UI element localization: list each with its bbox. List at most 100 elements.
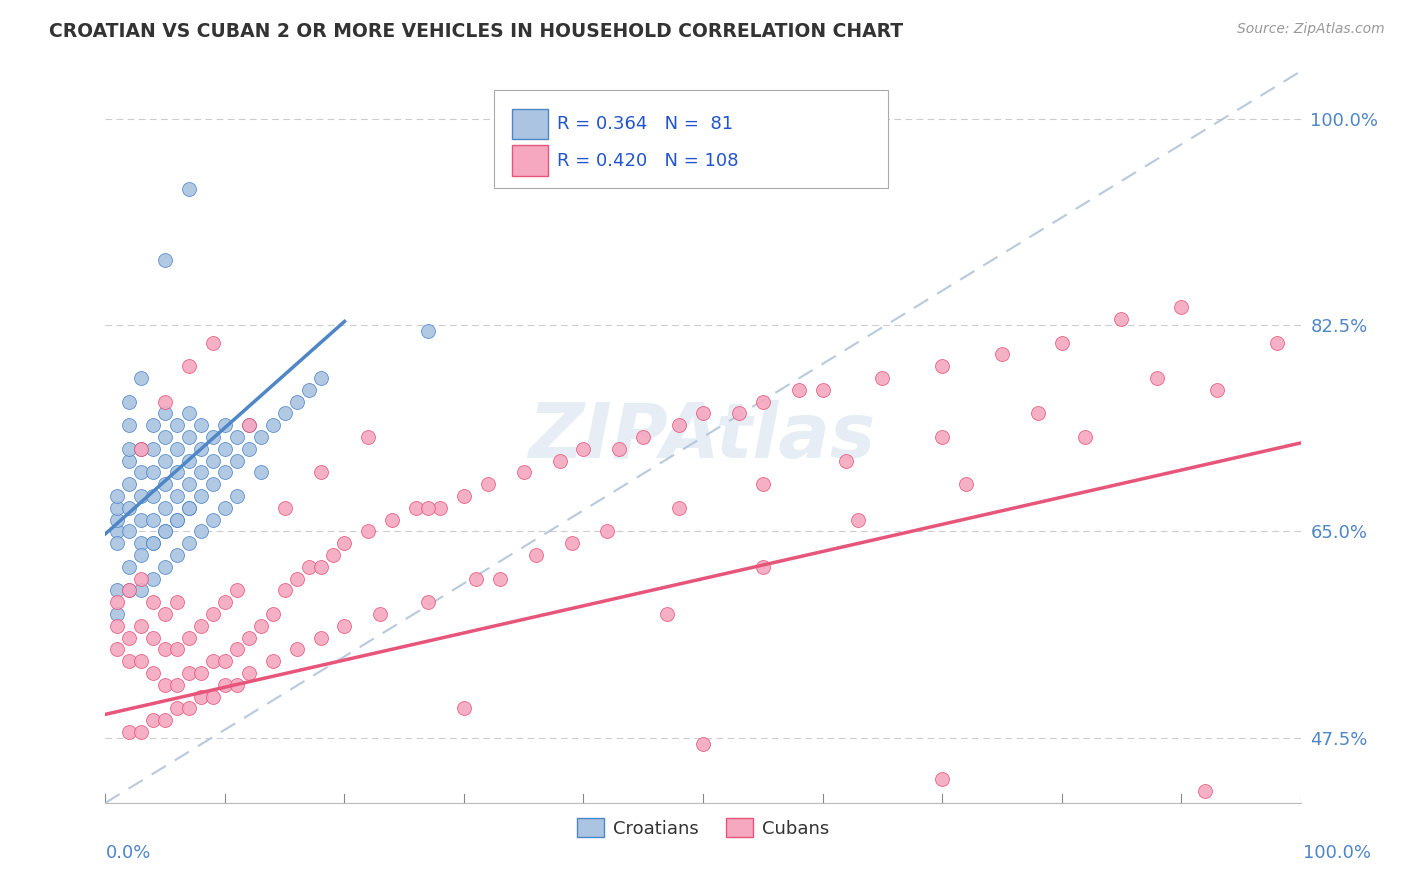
- Point: [333, 536, 356, 550]
- Point: [153, 678, 177, 692]
- Point: [153, 407, 177, 421]
- Point: [368, 607, 391, 621]
- Point: [177, 430, 201, 444]
- Point: [177, 666, 201, 681]
- Point: [177, 477, 201, 491]
- Point: [668, 418, 690, 433]
- Point: [1170, 301, 1192, 315]
- Point: [129, 442, 153, 456]
- Point: [177, 631, 201, 645]
- Text: ZIPAtlas: ZIPAtlas: [529, 401, 877, 474]
- Point: [214, 418, 236, 433]
- Point: [202, 335, 225, 350]
- Point: [202, 453, 225, 467]
- Point: [142, 442, 165, 456]
- Point: [129, 371, 153, 385]
- Point: [273, 583, 295, 598]
- Point: [1050, 335, 1073, 350]
- Point: [202, 690, 225, 704]
- Point: [118, 453, 141, 467]
- Point: [811, 383, 834, 397]
- Point: [118, 654, 141, 668]
- Point: [118, 725, 141, 739]
- Point: [321, 548, 344, 562]
- Text: R = 0.420   N = 108: R = 0.420 N = 108: [557, 152, 738, 169]
- Text: 100.0%: 100.0%: [1303, 844, 1371, 862]
- Point: [872, 371, 894, 385]
- Point: [118, 524, 141, 539]
- Point: [309, 559, 332, 574]
- Point: [357, 430, 380, 444]
- Point: [129, 583, 153, 598]
- Point: [214, 654, 236, 668]
- Text: CROATIAN VS CUBAN 2 OR MORE VEHICLES IN HOUSEHOLD CORRELATION CHART: CROATIAN VS CUBAN 2 OR MORE VEHICLES IN …: [49, 22, 903, 41]
- Point: [142, 572, 165, 586]
- Point: [177, 500, 201, 515]
- Point: [190, 524, 212, 539]
- Point: [655, 607, 678, 621]
- Point: [142, 536, 165, 550]
- Point: [153, 430, 177, 444]
- Point: [202, 513, 225, 527]
- Point: [931, 430, 953, 444]
- Point: [214, 466, 236, 480]
- Point: [153, 559, 177, 574]
- Point: [285, 394, 308, 409]
- Point: [751, 394, 773, 409]
- Point: [129, 442, 153, 456]
- Point: [107, 536, 129, 550]
- Point: [931, 359, 953, 374]
- Point: [418, 595, 440, 609]
- Point: [225, 489, 249, 503]
- Point: [107, 583, 129, 598]
- Point: [202, 430, 225, 444]
- Point: [177, 701, 201, 715]
- Point: [225, 583, 249, 598]
- Point: [262, 418, 284, 433]
- Point: [153, 607, 177, 621]
- Point: [177, 536, 201, 550]
- Point: [225, 678, 249, 692]
- Point: [560, 536, 583, 550]
- Point: [214, 595, 236, 609]
- Point: [107, 489, 129, 503]
- Point: [513, 466, 536, 480]
- Point: [285, 572, 308, 586]
- Point: [250, 619, 273, 633]
- Point: [1194, 784, 1216, 798]
- Point: [153, 500, 177, 515]
- Point: [225, 642, 249, 657]
- Point: [153, 477, 177, 491]
- Point: [190, 466, 212, 480]
- Point: [177, 500, 201, 515]
- Point: [153, 253, 177, 268]
- Point: [309, 371, 332, 385]
- Point: [118, 583, 141, 598]
- Point: [166, 513, 188, 527]
- Point: [381, 513, 404, 527]
- Point: [477, 477, 499, 491]
- Point: [142, 536, 165, 550]
- Point: [429, 500, 451, 515]
- Point: [153, 642, 177, 657]
- Point: [955, 477, 977, 491]
- FancyBboxPatch shape: [512, 109, 547, 139]
- Point: [129, 513, 153, 527]
- Point: [118, 418, 141, 433]
- Point: [225, 453, 249, 467]
- Point: [166, 513, 188, 527]
- Point: [309, 466, 332, 480]
- Point: [118, 477, 141, 491]
- Legend: Croatians, Cubans: Croatians, Cubans: [569, 811, 837, 845]
- Point: [357, 524, 380, 539]
- Point: [118, 442, 141, 456]
- Point: [177, 407, 201, 421]
- Point: [728, 407, 751, 421]
- Point: [298, 383, 321, 397]
- Point: [1146, 371, 1168, 385]
- Point: [846, 513, 869, 527]
- Point: [607, 442, 630, 456]
- Point: [692, 407, 714, 421]
- Point: [177, 359, 201, 374]
- Point: [1026, 407, 1049, 421]
